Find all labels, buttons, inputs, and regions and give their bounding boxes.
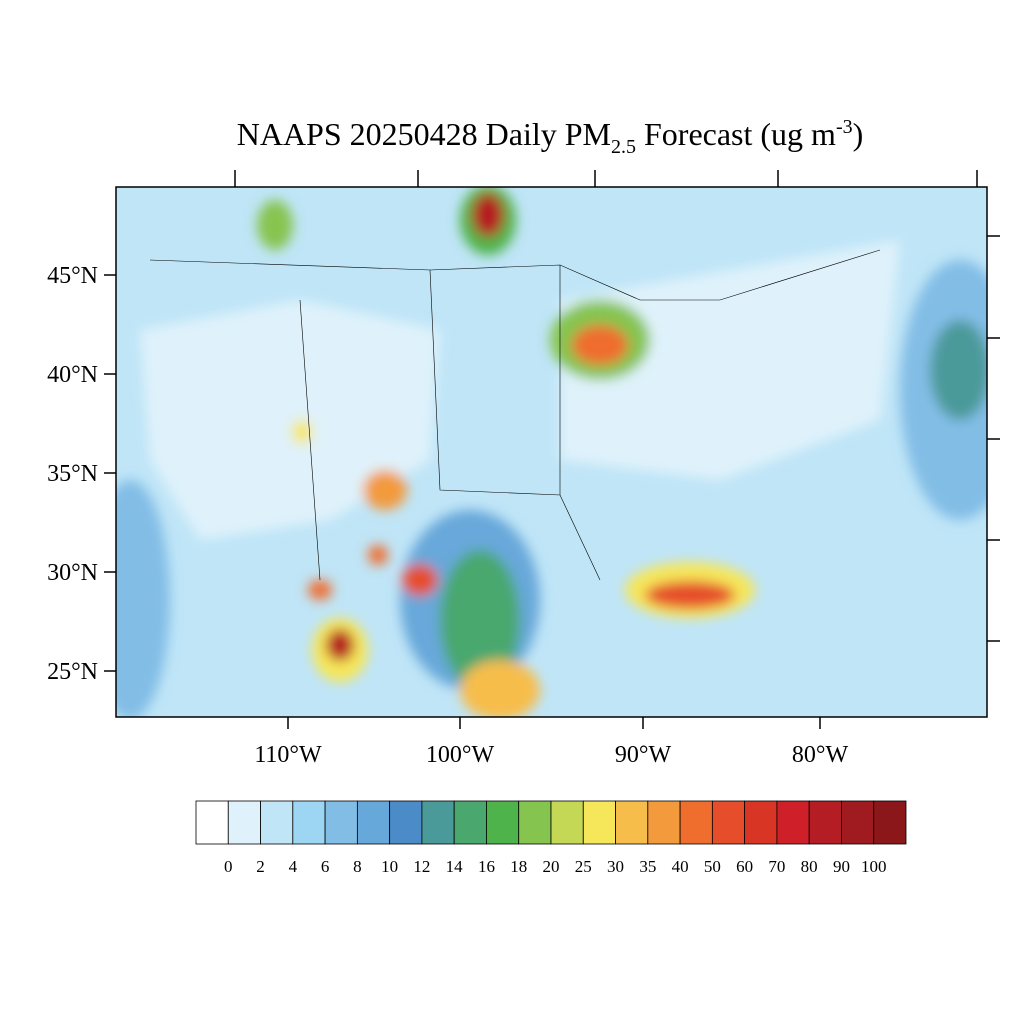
colorbar-box xyxy=(486,800,520,845)
lon-label: 90°W xyxy=(615,742,672,768)
colorbar-box xyxy=(195,800,229,845)
title-middle: Forecast (ug m xyxy=(636,116,836,152)
axes: 45°N 40°N 35°N 30°N 25°N 110°W 100°W 90°W 80°W xyxy=(47,170,1000,768)
colorbar-box xyxy=(518,800,552,845)
colorbar-box xyxy=(260,800,294,845)
title-subscript: 2.5 xyxy=(611,136,636,158)
colorbar-label: 90 xyxy=(833,857,850,876)
colorbar-label: 30 xyxy=(607,857,624,876)
title-superscript: -3 xyxy=(836,116,853,138)
colorbar-box xyxy=(841,800,875,845)
colorbar-label: 70 xyxy=(768,857,785,876)
lon-label: 80°W xyxy=(792,742,849,768)
colorbar-box xyxy=(389,800,423,845)
colorbar: 0 2 4 6 8 10 12 14 16 18 20 25 30 35 40 50 60 70 80 90 100 xyxy=(195,800,907,876)
colorbar-label: 10 xyxy=(381,857,398,876)
colorbar-box xyxy=(808,800,842,845)
colorbar-label: 14 xyxy=(446,857,464,876)
colorbar-box xyxy=(679,800,713,845)
colorbar-box xyxy=(711,800,746,845)
colorbar-label: 4 xyxy=(289,857,298,876)
colorbar-box xyxy=(356,800,391,845)
colorbar-label: 0 xyxy=(224,857,233,876)
colorbar-label: 12 xyxy=(413,857,430,876)
colorbar-box xyxy=(582,800,616,845)
title-end: ) xyxy=(853,116,864,152)
lat-label: 30°N xyxy=(47,560,98,586)
colorbar-label: 80 xyxy=(801,857,818,876)
colorbar-box xyxy=(744,800,778,845)
title: NAAPS 20250428 Daily PM2.5 Forecast (ug … xyxy=(237,116,864,158)
colorbar-label: 50 xyxy=(704,857,721,876)
colorbar-label: 6 xyxy=(321,857,330,876)
colorbar-box xyxy=(550,800,584,845)
colorbar-label: 16 xyxy=(478,857,495,876)
colorbar-box xyxy=(421,800,455,845)
colorbar-label: 40 xyxy=(672,857,689,876)
colorbar-box xyxy=(292,800,326,845)
map-frame xyxy=(115,186,988,718)
colorbar-box xyxy=(776,800,810,845)
colorbar-box xyxy=(615,800,649,845)
colorbar-label: 2 xyxy=(256,857,265,876)
lon-label: 110°W xyxy=(254,742,322,768)
colorbar-label: 35 xyxy=(639,857,656,876)
lat-label: 25°N xyxy=(47,659,98,685)
colorbar-box xyxy=(227,800,261,845)
title-main: NAAPS 20250428 Daily PM xyxy=(237,116,611,152)
colorbar-box xyxy=(324,800,358,845)
colorbar-label: 25 xyxy=(575,857,592,876)
colorbar-label: 8 xyxy=(353,857,362,876)
lat-label: 35°N xyxy=(47,461,98,487)
map-field xyxy=(116,187,987,717)
colorbar-box xyxy=(647,800,681,845)
colorbar-label: 18 xyxy=(510,857,527,876)
colorbar-label: 20 xyxy=(543,857,560,876)
colorbar-box xyxy=(873,800,907,845)
lon-label: 100°W xyxy=(426,742,495,768)
colorbar-label: 60 xyxy=(736,857,753,876)
colorbar-label: 100 xyxy=(861,857,887,876)
lat-label: 45°N xyxy=(47,263,98,289)
colorbar-box xyxy=(453,800,487,845)
lat-label: 40°N xyxy=(47,362,98,388)
